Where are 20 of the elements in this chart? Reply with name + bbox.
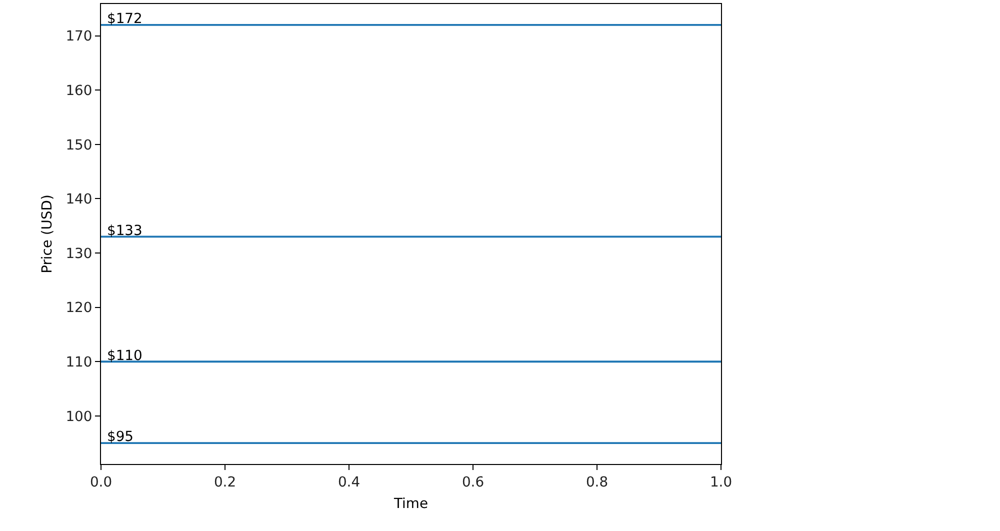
ref-line-label: $172 xyxy=(107,11,142,27)
x-tick-label: 0.8 xyxy=(586,474,608,491)
x-tick-label: 0.4 xyxy=(338,474,360,491)
x-tick-label: 0.0 xyxy=(90,474,112,491)
y-tick-label: 170 xyxy=(66,28,92,45)
ref-line-label: $95 xyxy=(107,429,134,445)
y-tick-label: 100 xyxy=(66,408,92,425)
x-axis-title: Time xyxy=(393,496,428,512)
x-tick-label: 1.0 xyxy=(710,474,732,491)
x-tick-label: 0.2 xyxy=(214,474,236,491)
y-axis-title: Price (USD) xyxy=(39,194,56,274)
y-tick-label: 140 xyxy=(66,192,92,208)
y-tick-label: 120 xyxy=(66,300,92,316)
ref-line-label: $110 xyxy=(107,348,142,364)
y-tick-label: 160 xyxy=(66,82,92,99)
y-tick-label: 150 xyxy=(66,137,92,154)
x-tick-label: 0.6 xyxy=(462,474,484,491)
y-tick-label: 110 xyxy=(66,354,92,370)
y-tick-label: 130 xyxy=(66,246,92,262)
ref-line-label: $133 xyxy=(107,223,142,239)
